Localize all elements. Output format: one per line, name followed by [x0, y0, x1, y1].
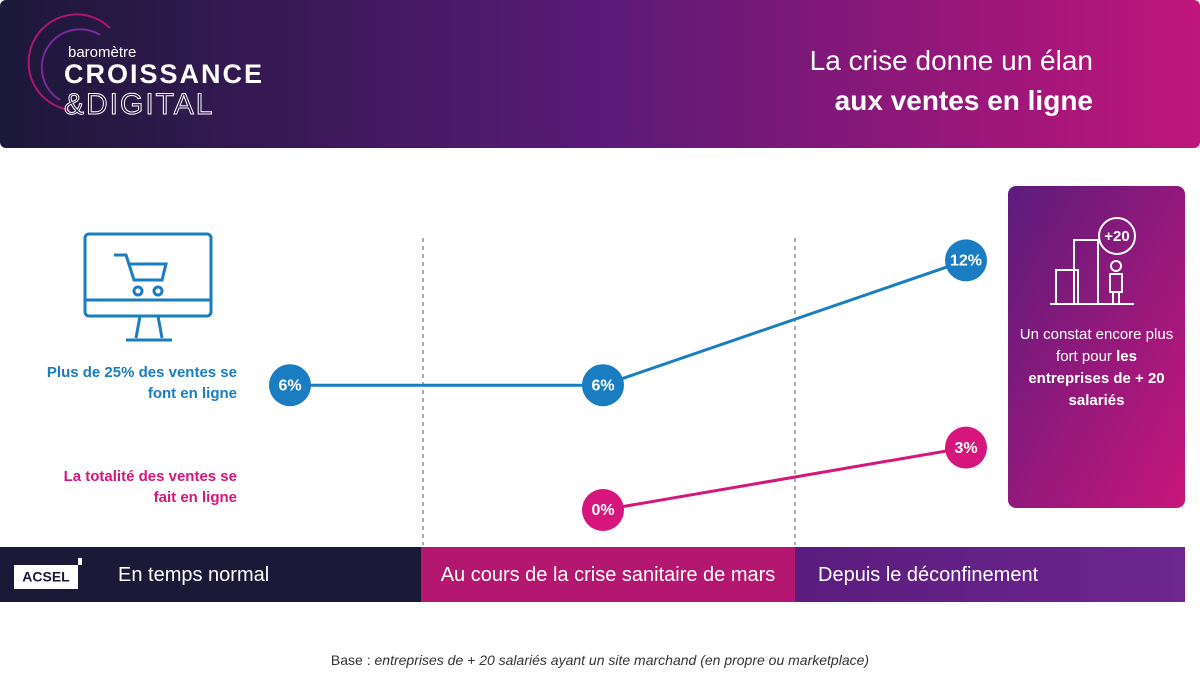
brand: ACSEL	[22, 569, 70, 585]
header-band	[0, 0, 1200, 148]
data-label: 6%	[278, 377, 301, 394]
footnote-text: entreprises de + 20 salariés ayant un si…	[374, 652, 870, 668]
brand-box	[14, 565, 78, 589]
side-box	[1008, 186, 1185, 508]
monitor-icon	[83, 232, 213, 342]
brand-mark	[78, 558, 82, 565]
logo-rings	[27, 13, 111, 111]
data-label: 12%	[950, 253, 982, 270]
footnote: Base : entreprises de + 20 salariés ayan…	[0, 652, 1200, 668]
building-icon	[1050, 217, 1136, 305]
side-note-text: Un constat encore plus fort pour	[1019, 326, 1174, 365]
category-label: En temps normal	[118, 563, 270, 586]
category-band	[795, 547, 1185, 602]
side-note: Un constat encore plus fort pour les ent…	[1014, 324, 1179, 412]
data-point	[269, 364, 311, 407]
data-point	[945, 239, 987, 282]
category-label: Au cours de la crise sanitaire de mars	[440, 563, 776, 586]
logo-small: baromètre	[68, 44, 136, 61]
category-band	[421, 547, 795, 602]
data-label: 6%	[591, 377, 614, 394]
title-line1: La crise donne un élan	[810, 45, 1093, 76]
data-point	[582, 489, 624, 531]
category-label: Depuis le déconfinement	[818, 563, 1039, 586]
footnote-label: Base :	[330, 652, 371, 668]
data-label: 3%	[954, 440, 977, 457]
data-label: 0%	[591, 502, 614, 519]
data-point	[945, 426, 987, 469]
logo-line2: &DIGITAL	[64, 88, 214, 121]
logo-line1: CROISSANCE	[64, 59, 264, 89]
title-line2: aux ventes en ligne	[835, 85, 1093, 116]
series-line	[290, 258, 967, 387]
legend-label: Plus de 25% des ventes se font en ligne	[46, 364, 237, 402]
series-line	[602, 446, 967, 512]
side-note-bold: les entreprises de + 20 salariés	[1028, 348, 1165, 409]
side-badge: +20	[1104, 228, 1129, 245]
data-point	[582, 364, 624, 407]
legend-label: La totalité des ventes se fait en ligne	[63, 468, 237, 506]
